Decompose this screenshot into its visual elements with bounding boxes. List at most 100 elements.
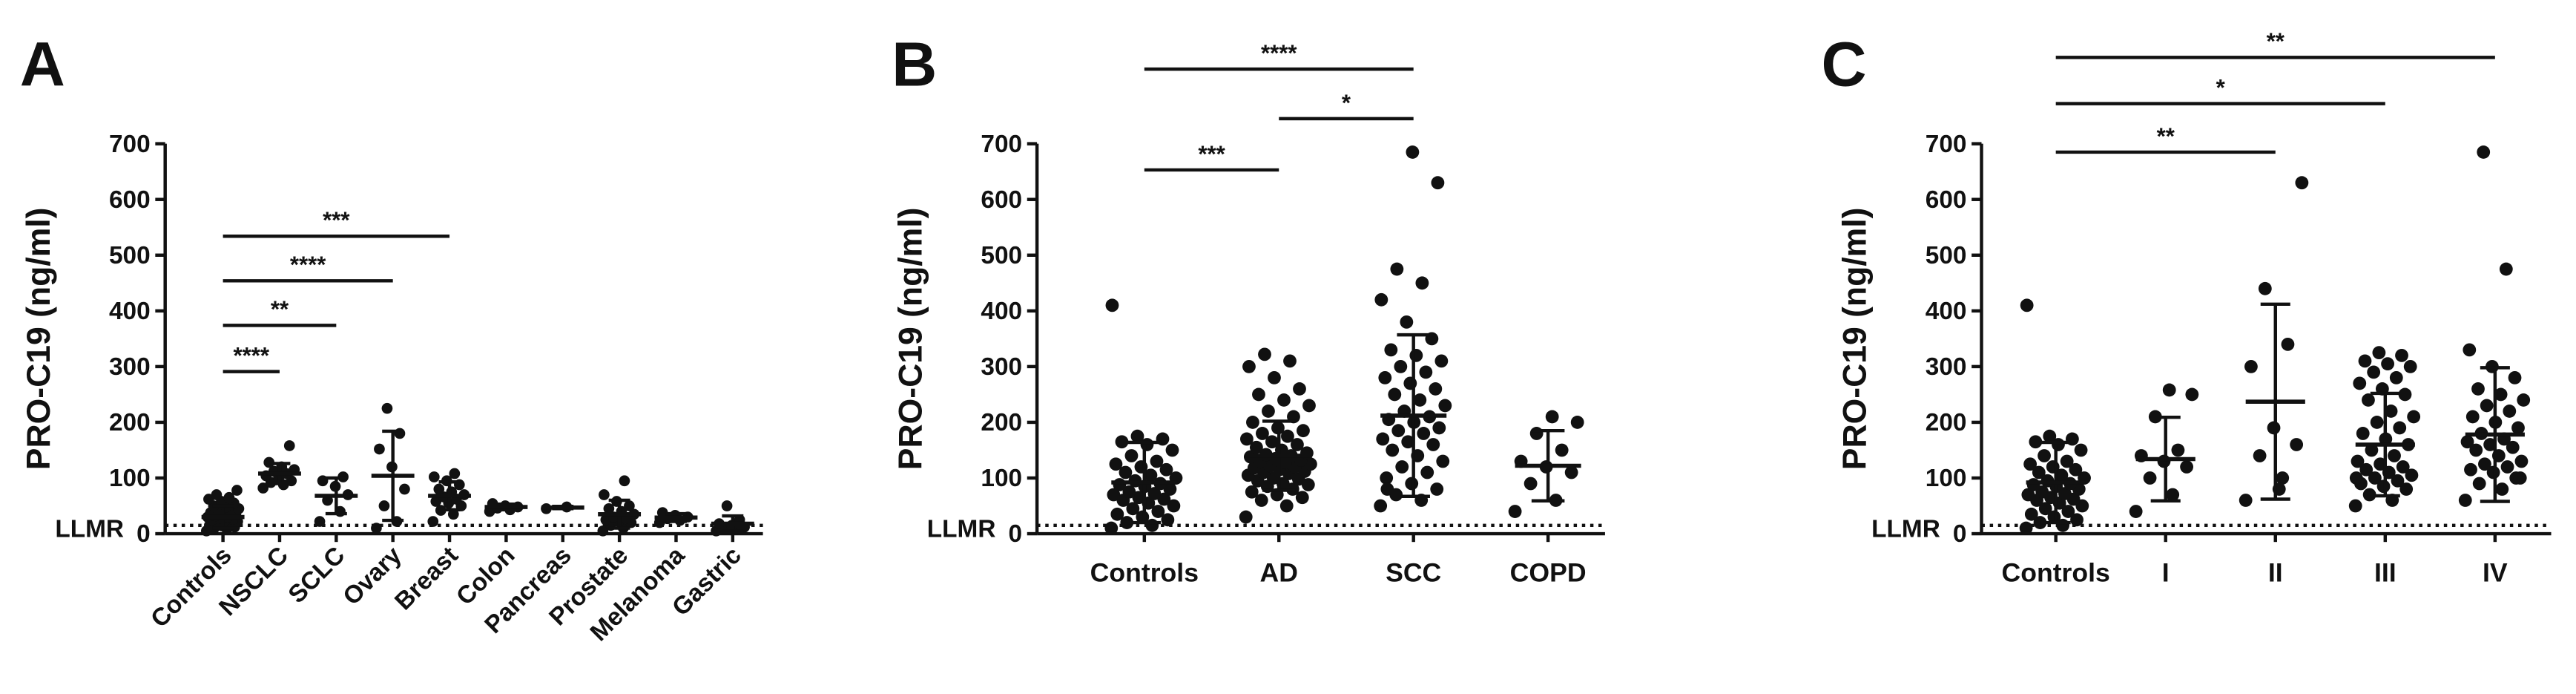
data-point: [2038, 449, 2051, 462]
data-point: [2349, 471, 2363, 485]
data-point: [2503, 405, 2517, 418]
data-point: [2494, 387, 2508, 402]
data-point: [1281, 429, 1294, 443]
data-point: [1380, 482, 1394, 496]
y-tick-label: 600: [981, 186, 1022, 214]
data-point: [2060, 454, 2074, 468]
data-point: [2500, 460, 2514, 474]
data-point: [2495, 482, 2509, 496]
data-point: [2395, 348, 2408, 362]
data-point: [1163, 482, 1177, 496]
data-point: [317, 475, 329, 487]
x-tick-label: Controls: [145, 542, 237, 633]
y-tick-label: 100: [981, 465, 1022, 492]
data-point: [2389, 371, 2403, 384]
data-point: [2381, 357, 2394, 371]
x-tick-label: Controls: [1090, 558, 1199, 588]
data-point: [314, 516, 326, 527]
data-point: [449, 468, 461, 479]
data-point: [1122, 485, 1136, 499]
data-point: [1132, 491, 1146, 505]
data-point: [428, 471, 440, 482]
data-point: [1150, 454, 1164, 468]
data-point: [1417, 427, 1431, 440]
data-point: [2185, 387, 2199, 402]
data-point: [399, 483, 410, 495]
data-point: [1119, 465, 1133, 479]
data-point: [1426, 438, 1440, 451]
data-point: [2061, 505, 2075, 518]
data-point: [1555, 443, 1569, 457]
y-axis-label: PRO-C19 (ng/ml): [1837, 208, 1874, 471]
x-tick-label: AD: [1260, 558, 1298, 588]
significance-label: ****: [290, 252, 326, 278]
significance-label: **: [2267, 28, 2285, 54]
x-tick-label: Breast: [389, 542, 464, 616]
data-point: [257, 482, 269, 494]
x-tick-label: III: [2374, 558, 2397, 588]
data-point: [1436, 454, 1450, 468]
data-point: [1295, 491, 1309, 505]
significance-label: *: [1342, 90, 1351, 116]
y-tick-label: 100: [1926, 465, 1967, 492]
data-point: [2033, 516, 2047, 529]
data-point: [2359, 462, 2374, 477]
data-point: [2368, 471, 2382, 485]
y-tick-label: 500: [1926, 242, 1967, 269]
data-point: [619, 475, 630, 487]
data-point: [2403, 359, 2417, 373]
data-point: [2043, 429, 2057, 443]
data-point: [1406, 145, 1420, 159]
data-point: [1390, 262, 1404, 276]
y-tick-label: 0: [1953, 520, 1967, 548]
data-point: [2374, 457, 2388, 471]
data-point: [2398, 387, 2412, 402]
data-point: [1110, 507, 1124, 521]
data-point: [1430, 482, 1444, 496]
x-tick-label: I: [2162, 558, 2170, 588]
panel-letter: B: [892, 29, 937, 99]
data-point: [1107, 488, 1121, 502]
data-point: [2356, 427, 2370, 440]
data-point: [1126, 502, 1140, 516]
y-tick-label: 200: [981, 409, 1022, 436]
data-point: [2295, 176, 2309, 190]
data-point: [2290, 438, 2304, 451]
data-point: [1380, 471, 1394, 485]
data-point: [1420, 465, 1434, 479]
y-tick-label: 200: [1926, 409, 1967, 436]
data-point: [2166, 488, 2180, 502]
data-point: [1279, 499, 1294, 513]
data-point: [2276, 471, 2290, 485]
data-point: [1388, 387, 1402, 402]
data-point: [2384, 405, 2398, 418]
data-point: [2393, 421, 2407, 435]
data-point: [1109, 457, 1123, 471]
data-point: [656, 507, 668, 518]
data-point: [2143, 471, 2157, 485]
data-point: [1159, 462, 1173, 477]
data-point: [1104, 521, 1119, 535]
data-point: [1529, 427, 1544, 440]
data-point: [1144, 468, 1158, 482]
data-point: [1391, 424, 1406, 438]
data-point: [2069, 462, 2083, 477]
data-point: [2253, 449, 2267, 462]
data-point: [1157, 492, 1171, 506]
data-point: [2465, 410, 2480, 424]
data-point: [2026, 478, 2040, 491]
data-point: [2372, 346, 2386, 360]
data-point: [1545, 410, 1559, 424]
y-tick-label: 0: [136, 520, 151, 548]
data-point: [2458, 494, 2472, 507]
data-point: [2508, 371, 2522, 384]
data-point: [2029, 435, 2043, 449]
data-point: [2353, 376, 2367, 390]
data-point: [1239, 432, 1254, 446]
data-point: [1245, 485, 1259, 499]
lod-label: LLMR: [55, 515, 124, 543]
data-point: [2348, 499, 2362, 513]
data-point: [1405, 477, 1419, 491]
data-point: [599, 489, 610, 500]
data-point: [1431, 176, 1445, 190]
